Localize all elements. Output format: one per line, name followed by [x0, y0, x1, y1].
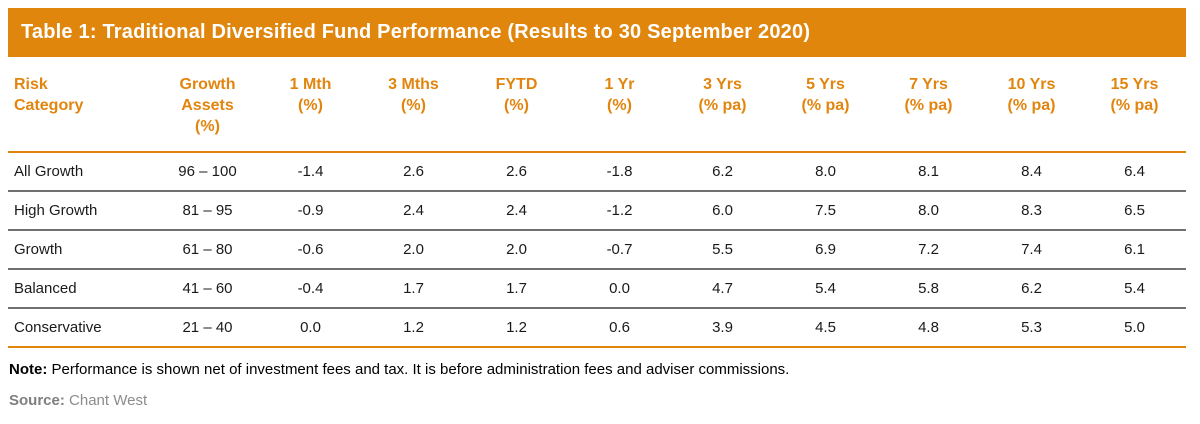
cell-value: -1.2 [568, 191, 671, 231]
table-row-all-growth: All Growth 96 – 100 -1.4 2.6 2.6 -1.8 6.… [8, 152, 1186, 192]
column-header-3-mths: 3 Mths (%) [362, 57, 465, 153]
cell-value: -0.7 [568, 230, 671, 270]
cell-value: 1.2 [465, 308, 568, 348]
cell-growth-assets: 96 – 100 [156, 152, 259, 192]
cell-value: 2.6 [465, 152, 568, 192]
cell-value: -1.4 [259, 152, 362, 192]
column-header-15-yrs: 15 Yrs (% pa) [1083, 57, 1186, 153]
cell-risk-category: Balanced [8, 269, 156, 309]
cell-value: 0.6 [568, 308, 671, 348]
cell-value: 6.1 [1083, 230, 1186, 270]
cell-value: 1.2 [362, 308, 465, 348]
table-title: Table 1: Traditional Diversified Fund Pe… [21, 21, 811, 43]
column-header-1-mth: 1 Mth (%) [259, 57, 362, 153]
cell-value: 8.4 [980, 152, 1083, 192]
column-header-10-yrs: 10 Yrs (% pa) [980, 57, 1083, 153]
cell-value: 6.2 [980, 269, 1083, 309]
cell-value: 0.0 [259, 308, 362, 348]
cell-value: 8.3 [980, 191, 1083, 231]
cell-value: 2.4 [362, 191, 465, 231]
column-header-risk-category: Risk Category [8, 57, 156, 153]
cell-value: 5.4 [774, 269, 877, 309]
table-row-high-growth: High Growth 81 – 95 -0.9 2.4 2.4 -1.2 6.… [8, 191, 1186, 231]
cell-value: -1.8 [568, 152, 671, 192]
source-label: Source: [9, 392, 65, 409]
cell-value: 2.6 [362, 152, 465, 192]
fund-performance-table-panel: Table 1: Traditional Diversified Fund Pe… [8, 0, 1186, 409]
column-header-7-yrs: 7 Yrs (% pa) [877, 57, 980, 153]
cell-value: 8.0 [877, 191, 980, 231]
cell-value: 3.9 [671, 308, 774, 348]
cell-value: 1.7 [362, 269, 465, 309]
table-row-growth: Growth 61 – 80 -0.6 2.0 2.0 -0.7 5.5 6.9… [8, 230, 1186, 270]
cell-risk-category: High Growth [8, 191, 156, 231]
performance-table: Risk Category Growth Assets (%) 1 Mth (%… [8, 57, 1186, 348]
cell-value: 6.0 [671, 191, 774, 231]
table-row-balanced: Balanced 41 – 60 -0.4 1.7 1.7 0.0 4.7 5.… [8, 269, 1186, 309]
source-text: Chant West [64, 392, 148, 409]
column-header-5-yrs: 5 Yrs (% pa) [774, 57, 877, 153]
cell-value: 5.5 [671, 230, 774, 270]
cell-value: 4.5 [774, 308, 877, 348]
cell-value: 6.4 [1083, 152, 1186, 192]
cell-value: 7.2 [877, 230, 980, 270]
cell-value: 2.4 [465, 191, 568, 231]
cell-value: 6.9 [774, 230, 877, 270]
cell-value: 2.0 [465, 230, 568, 270]
cell-value: -0.4 [259, 269, 362, 309]
cell-value: 7.4 [980, 230, 1083, 270]
cell-value: 6.5 [1083, 191, 1186, 231]
column-header-growth-assets: Growth Assets (%) [156, 57, 259, 153]
cell-value: 5.8 [877, 269, 980, 309]
cell-risk-category: Conservative [8, 308, 156, 348]
column-header-1-yr: 1 Yr (%) [568, 57, 671, 153]
cell-value: 5.4 [1083, 269, 1186, 309]
note-label: Note: [9, 361, 48, 378]
cell-value: 0.0 [568, 269, 671, 309]
table-source: Source: Chant West [8, 392, 1186, 409]
cell-value: 4.8 [877, 308, 980, 348]
cell-value: -0.6 [259, 230, 362, 270]
note-text: Performance is shown net of investment f… [47, 361, 790, 378]
cell-growth-assets: 81 – 95 [156, 191, 259, 231]
cell-growth-assets: 41 – 60 [156, 269, 259, 309]
table-title-bar: Table 1: Traditional Diversified Fund Pe… [8, 8, 1186, 57]
cell-value: 5.3 [980, 308, 1083, 348]
table-note: Note: Performance is shown net of invest… [8, 361, 1186, 378]
cell-risk-category: All Growth [8, 152, 156, 192]
cell-value: 2.0 [362, 230, 465, 270]
cell-value: 7.5 [774, 191, 877, 231]
cell-risk-category: Growth [8, 230, 156, 270]
table-row-conservative: Conservative 21 – 40 0.0 1.2 1.2 0.6 3.9… [8, 308, 1186, 348]
cell-value: -0.9 [259, 191, 362, 231]
cell-value: 8.1 [877, 152, 980, 192]
column-header-3-yrs: 3 Yrs (% pa) [671, 57, 774, 153]
cell-growth-assets: 21 – 40 [156, 308, 259, 348]
cell-value: 8.0 [774, 152, 877, 192]
cell-value: 5.0 [1083, 308, 1186, 348]
cell-value: 4.7 [671, 269, 774, 309]
column-header-fytd: FYTD (%) [465, 57, 568, 153]
header-row: Risk Category Growth Assets (%) 1 Mth (%… [8, 57, 1186, 153]
cell-value: 6.2 [671, 152, 774, 192]
cell-growth-assets: 61 – 80 [156, 230, 259, 270]
cell-value: 1.7 [465, 269, 568, 309]
